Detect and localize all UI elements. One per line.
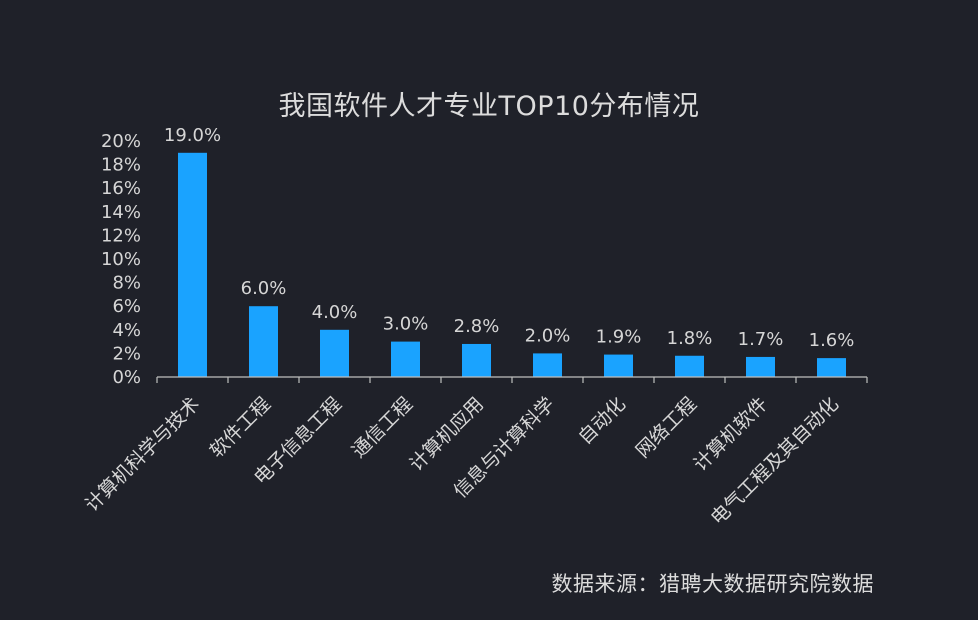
bar	[462, 343, 491, 377]
bar	[817, 358, 846, 377]
bar-value-label: 19.0%	[164, 125, 221, 146]
bar	[675, 355, 704, 377]
bar-value-label: 2.0%	[525, 325, 571, 346]
y-tick-label: 0%	[112, 367, 141, 388]
x-category-label: 计算机科学与技术	[81, 393, 204, 516]
bar	[249, 306, 278, 377]
bar-value-label: 4.0%	[312, 302, 358, 323]
bars	[178, 152, 846, 377]
bar-value-label: 1.7%	[738, 329, 784, 350]
y-tick-label: 4%	[112, 320, 141, 341]
y-axis-ticks: 0% 2%4% 6%8% 10% 12%14% 16%18% 20%	[101, 131, 141, 388]
y-tick-label: 14%	[101, 202, 141, 223]
source-note: 数据来源：猎聘大数据研究院数据	[551, 572, 874, 596]
bar	[604, 354, 633, 377]
x-axis-ticks	[156, 377, 868, 383]
value-labels: 19.0% 6.0% 4.0% 3.0% 2.8% 2.0% 1.9% 1.8% 1.7% 1.6…	[164, 125, 854, 351]
y-tick-label: 6%	[112, 296, 141, 317]
y-tick-label: 20%	[101, 131, 141, 152]
x-category-label: 网络工程	[632, 393, 701, 462]
bar-value-label: 1.9%	[596, 327, 642, 348]
chart-title: 我国软件人才专业TOP10分布情况	[278, 91, 700, 122]
x-category-label: 自动化	[574, 393, 630, 449]
bar	[391, 341, 420, 377]
bar	[178, 152, 207, 377]
bar-value-label: 6.0%	[241, 278, 287, 299]
bar	[320, 329, 349, 377]
x-category-label: 软件工程	[206, 393, 275, 462]
bar-chart: 0% 2%4% 6%8% 10% 12%14% 16%18% 20% 19.0% 6.0% 4.…	[81, 125, 868, 529]
y-tick-label: 10%	[101, 249, 141, 270]
bar-value-label: 1.8%	[667, 328, 713, 349]
y-tick-label: 12%	[101, 225, 141, 246]
bar-value-label: 3.0%	[383, 314, 429, 335]
y-tick-label: 18%	[101, 155, 141, 176]
bar	[746, 356, 775, 377]
x-category-label: 通信工程	[348, 393, 417, 462]
y-tick-label: 8%	[112, 273, 141, 294]
x-category-label: 电气工程及其自动化	[707, 393, 843, 529]
bar-value-label: 2.8%	[454, 316, 500, 337]
y-tick-label: 16%	[101, 178, 141, 199]
bar	[533, 353, 562, 377]
y-tick-label: 2%	[112, 343, 141, 364]
bar-value-label: 1.6%	[809, 330, 855, 351]
